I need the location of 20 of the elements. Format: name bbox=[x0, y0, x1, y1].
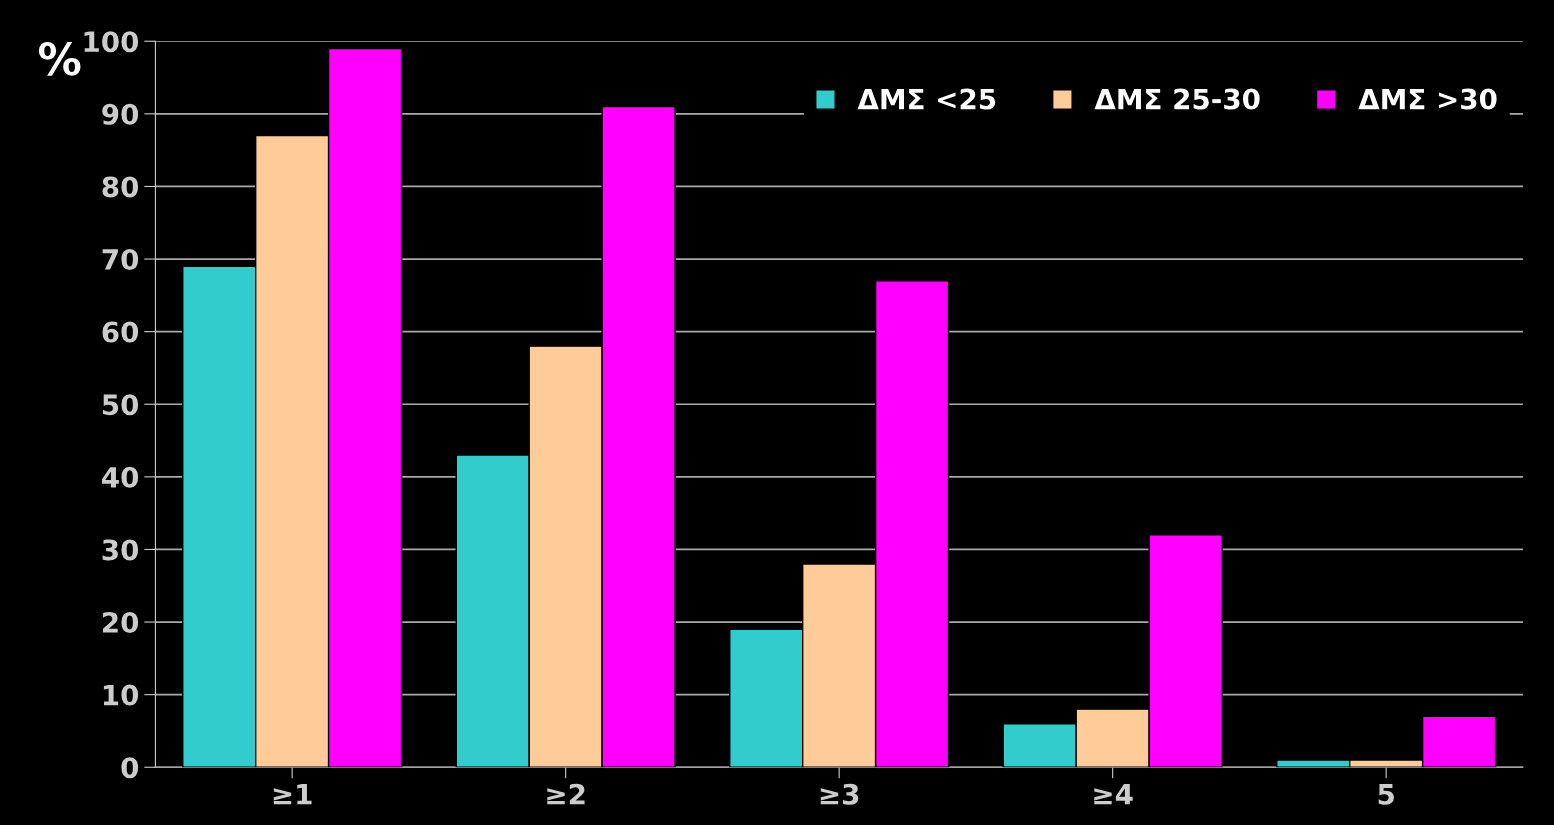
y-tick-label: 50 bbox=[102, 394, 139, 416]
y-tick-label: 20 bbox=[102, 611, 139, 633]
y-tick-label: 100 bbox=[84, 31, 139, 53]
y-tick-label: 10 bbox=[103, 684, 139, 706]
y-tick-label: 70 bbox=[102, 248, 139, 270]
x-tick-label: ≥4 bbox=[1094, 784, 1133, 805]
y-tick-label: 0 bbox=[121, 757, 139, 779]
y-tick-label: 80 bbox=[102, 176, 139, 198]
legend-label: ΔΜΣ 25-30 bbox=[1094, 88, 1260, 110]
y-tick-label: 40 bbox=[102, 466, 139, 488]
x-tick-label: ≥3 bbox=[820, 783, 859, 805]
y-tick-label: 90 bbox=[102, 103, 139, 125]
y-tick-label: 60 bbox=[102, 321, 139, 343]
legend-label: ΔΜΣ <25 bbox=[857, 88, 996, 110]
x-tick-label: ≥2 bbox=[547, 783, 585, 805]
legend-label: ΔΜΣ >30 bbox=[1358, 88, 1497, 110]
x-tick-label: ≥1 bbox=[273, 784, 312, 805]
y-axis-title: % bbox=[38, 42, 81, 76]
y-tick-label: 30 bbox=[102, 539, 139, 561]
x-tick-label: 5 bbox=[1378, 784, 1394, 805]
